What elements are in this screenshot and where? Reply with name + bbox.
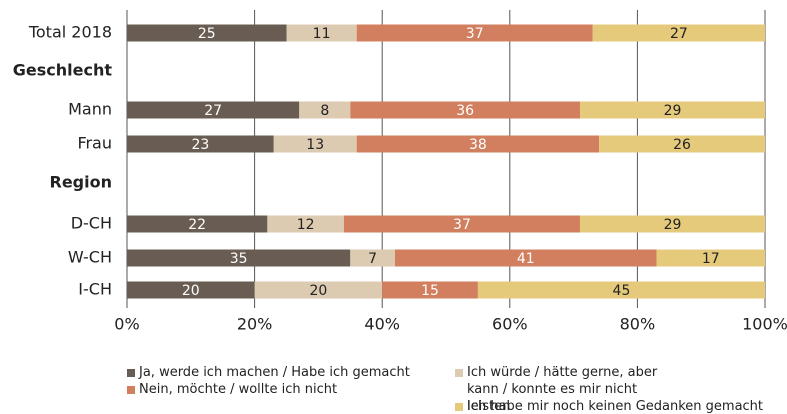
data-label: 35	[230, 251, 248, 267]
data-label: 29	[664, 217, 682, 233]
bar-segment	[254, 281, 383, 299]
bar-segment	[267, 215, 344, 233]
bar-segment	[394, 249, 657, 267]
data-label: 27	[204, 103, 222, 119]
data-label: 13	[306, 137, 324, 153]
bar-segment	[579, 215, 765, 233]
data-label: 41	[517, 251, 535, 267]
x-tick-label: 60%	[492, 315, 528, 334]
bar-segment	[592, 24, 765, 42]
y-tick-label: Total 2018	[28, 23, 112, 42]
bar-segment	[273, 135, 357, 153]
bar-segment	[656, 249, 765, 267]
group-header: Geschlecht	[13, 61, 113, 80]
legend-label: Ja, werde ich machen / Habe ich gemacht	[139, 365, 410, 380]
legend-label: Ich würde / hätte gerne, aber kann / kon…	[467, 365, 658, 414]
data-label: 20	[182, 283, 200, 299]
x-tick-label: 80%	[620, 315, 656, 334]
bar-segment	[382, 281, 478, 299]
bar-segment	[356, 24, 593, 42]
legend-item: Ja, werde ich machen / Habe ich gemacht	[127, 364, 410, 381]
data-label: 37	[466, 26, 484, 42]
legend-swatch	[455, 369, 463, 377]
legend-item: Ich habe mir noch keinen Gedanken gemach…	[455, 398, 763, 414]
y-tick-label: D-CH	[71, 214, 112, 233]
data-label: 29	[664, 103, 682, 119]
legend-item: Ich würde / hätte gerne, aber kann / kon…	[455, 364, 680, 414]
legend-item: Nein, möchte / wollte ich nicht	[127, 381, 337, 398]
group-header: Region	[50, 173, 113, 192]
data-label: 38	[469, 137, 487, 153]
x-tick-label: 40%	[364, 315, 400, 334]
bar-segment	[286, 24, 357, 42]
data-label: 15	[421, 283, 439, 299]
data-label: 12	[297, 217, 315, 233]
bar-segment	[477, 281, 765, 299]
bar-segment	[127, 24, 287, 42]
bar-segment	[127, 281, 255, 299]
legend-label: Ich habe mir noch keinen Gedanken gemach…	[467, 399, 764, 414]
bar-segment	[299, 101, 351, 119]
bar-segment	[127, 249, 351, 267]
legend-label: Nein, möchte / wollte ich nicht	[139, 382, 338, 397]
x-tick-label: 20%	[237, 315, 273, 334]
bar-segment	[599, 135, 765, 153]
data-label: 20	[309, 283, 327, 299]
bar-segment	[343, 215, 580, 233]
bar-segment	[350, 249, 395, 267]
x-tick-label: 0%	[114, 315, 139, 334]
legend-swatch	[455, 403, 463, 411]
legend-swatch	[127, 386, 135, 394]
bar-segment	[579, 101, 765, 119]
data-label: 37	[453, 217, 471, 233]
data-label: 26	[673, 137, 691, 153]
bar-segment	[350, 101, 580, 119]
x-tick-label: 100%	[742, 315, 787, 334]
y-tick-label: Mann	[68, 100, 112, 119]
bar-segment	[127, 215, 268, 233]
data-label: 17	[702, 251, 720, 267]
data-label: 25	[198, 26, 216, 42]
data-label: 11	[313, 26, 331, 42]
legend-swatch	[127, 369, 135, 377]
y-tick-label: I-CH	[78, 280, 112, 299]
y-tick-label: Frau	[77, 134, 112, 153]
y-tick-label: W-CH	[68, 248, 112, 267]
bar-segment	[356, 135, 600, 153]
data-label: 22	[188, 217, 206, 233]
bar-segment	[127, 101, 300, 119]
data-label: 8	[320, 103, 329, 119]
data-label: 36	[456, 103, 474, 119]
data-label: 7	[368, 251, 377, 267]
data-label: 45	[613, 283, 631, 299]
data-label: 27	[670, 26, 688, 42]
data-label: 23	[191, 137, 209, 153]
bar-segment	[127, 135, 274, 153]
